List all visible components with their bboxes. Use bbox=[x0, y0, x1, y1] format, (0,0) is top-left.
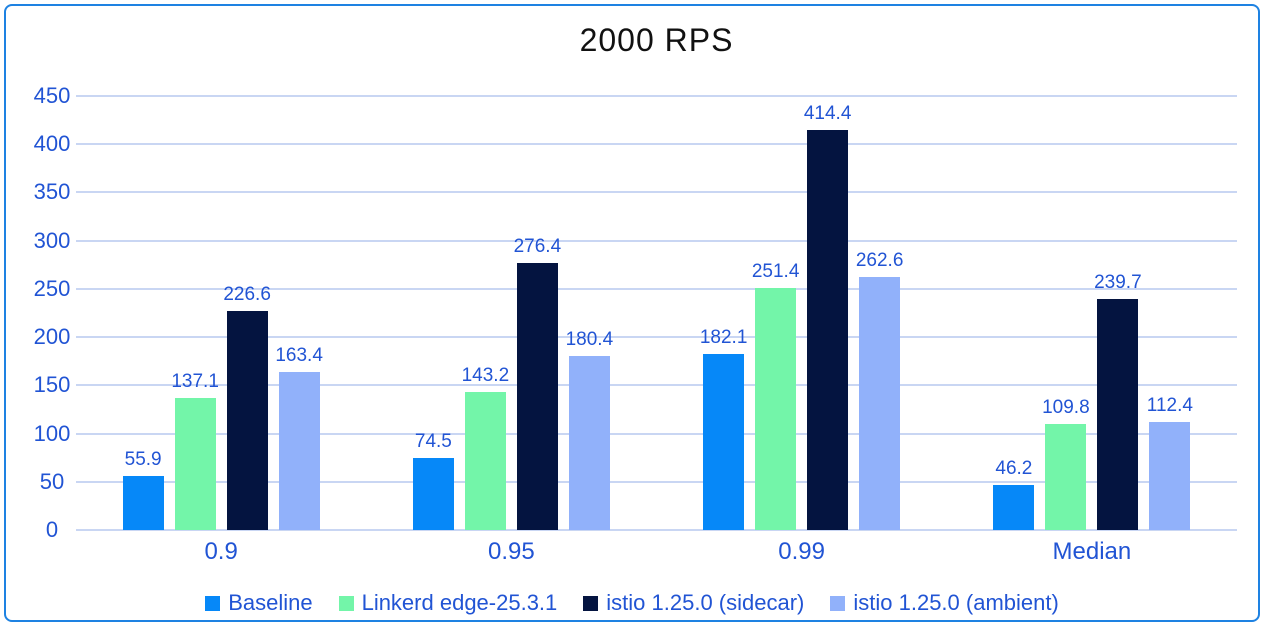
bar-linkerd-edge-25-3-1-0.9: 137.1 bbox=[171, 371, 219, 530]
bar-baseline-0.9: 55.9 bbox=[122, 449, 164, 530]
bar-value-label: 163.4 bbox=[275, 345, 323, 367]
legend-label: Baseline bbox=[228, 590, 313, 615]
bar-istio-1-25-0-sidecar--0.95: 276.4 bbox=[514, 236, 561, 530]
bar-value-label: 137.1 bbox=[171, 370, 219, 392]
y-tick-label-350: 350 bbox=[33, 179, 71, 205]
bar-value-label: 143.2 bbox=[461, 364, 510, 386]
gridline-50 bbox=[76, 480, 1237, 483]
bar-istio-1-25-0-ambient--0.95: 180.4 bbox=[566, 329, 613, 530]
plot-area: 55.9 137.1 226.6 163.4 74.5 143.2 276.4 180.4 18… bbox=[76, 96, 1237, 530]
x-category-label-0.9: 0.9 bbox=[204, 538, 238, 565]
legend-item-linkerd-edge-25-3-1: Linkerd edge-25.3.1 bbox=[338, 590, 558, 616]
bar-baseline-0.95: 74.5 bbox=[412, 431, 454, 530]
bar-value-label: 112.4 bbox=[1146, 394, 1193, 416]
y-tick-label-50: 50 bbox=[39, 468, 65, 494]
bar-group-0.95: 74.5 143.2 276.4 180.4 bbox=[366, 96, 656, 530]
gridline-400 bbox=[76, 143, 1237, 146]
legend-swatch-icon bbox=[583, 595, 599, 611]
bar-istio-1-25-0-sidecar--Median: 239.7 bbox=[1094, 272, 1142, 530]
bar-baseline-Median: 46.2 bbox=[993, 458, 1035, 530]
chart-title: 2000 RPS bbox=[579, 22, 734, 58]
x-category-label-0.99: 0.99 bbox=[778, 538, 825, 565]
legend-item-istio-1-25-0-sidecar-: istio 1.25.0 (sidecar) bbox=[583, 590, 804, 616]
bar-value-label: 414.4 bbox=[803, 103, 852, 125]
legend-swatch-icon bbox=[830, 595, 846, 611]
x-axis-labels: 0.9 0.95 0.99 Median bbox=[76, 538, 1237, 566]
bar-baseline-0.99: 182.1 bbox=[700, 327, 747, 530]
bar-istio-1-25-0-ambient--Median: 112.4 bbox=[1147, 395, 1193, 530]
bar-value-label: 180.4 bbox=[565, 329, 614, 351]
bar-value-label: 276.4 bbox=[513, 236, 562, 258]
y-tick-label-100: 100 bbox=[33, 420, 71, 446]
x-category-label-0.95: 0.95 bbox=[488, 538, 535, 565]
gridline-200 bbox=[76, 336, 1237, 339]
bar-istio-1-25-0-sidecar--0.99: 414.4 bbox=[804, 103, 851, 530]
legend-label: istio 1.25.0 (ambient) bbox=[853, 590, 1059, 615]
gridline-350 bbox=[76, 191, 1237, 194]
bar-value-label: 251.4 bbox=[751, 260, 800, 282]
y-tick-label-300: 300 bbox=[33, 227, 71, 253]
gridline-100 bbox=[76, 432, 1237, 435]
gridline-300 bbox=[76, 239, 1237, 242]
y-tick-label-150: 150 bbox=[33, 372, 71, 398]
legend-swatch-icon bbox=[338, 595, 354, 611]
gridline-450 bbox=[76, 95, 1237, 97]
y-tick-label-250: 250 bbox=[33, 275, 71, 301]
bar-value-label: 226.6 bbox=[223, 284, 271, 306]
bar-value-label: 74.5 bbox=[414, 431, 452, 453]
y-tick-label-450: 450 bbox=[33, 83, 71, 108]
legend-label: istio 1.25.0 (sidecar) bbox=[606, 590, 805, 615]
legend-item-istio-1-25-0-ambient-: istio 1.25.0 (ambient) bbox=[830, 590, 1059, 616]
bar-istio-1-25-0-sidecar--0.9: 226.6 bbox=[223, 284, 271, 530]
bar-value-label: 109.8 bbox=[1042, 397, 1090, 419]
legend-swatch-icon bbox=[205, 595, 221, 611]
gridline-0 bbox=[76, 529, 1237, 531]
bar-value-label: 262.6 bbox=[855, 249, 904, 271]
bar-linkerd-edge-25-3-1-0.99: 251.4 bbox=[752, 261, 799, 530]
y-tick-label-200: 200 bbox=[33, 324, 71, 350]
y-tick-label-400: 400 bbox=[33, 131, 71, 157]
bar-istio-1-25-0-ambient--0.9: 163.4 bbox=[275, 345, 323, 530]
gridline-250 bbox=[76, 287, 1237, 290]
legend: Baseline Linkerd edge-25.3.1 istio 1.25.0 … bbox=[0, 590, 1264, 616]
bar-linkerd-edge-25-3-1-Median: 109.8 bbox=[1042, 397, 1090, 530]
bar-group-Median: 46.2 109.8 239.7 112.4 bbox=[947, 96, 1237, 530]
bar-value-label: 239.7 bbox=[1094, 271, 1142, 293]
bar-value-label: 182.1 bbox=[699, 327, 748, 349]
x-category-label-Median: Median bbox=[1052, 538, 1132, 565]
bar-group-0.9: 55.9 137.1 226.6 163.4 bbox=[76, 96, 366, 530]
bar-linkerd-edge-25-3-1-0.95: 143.2 bbox=[462, 365, 509, 530]
legend-item-baseline: Baseline bbox=[205, 590, 313, 616]
y-tick-label-0: 0 bbox=[45, 517, 59, 542]
gridline-150 bbox=[76, 384, 1237, 387]
bar-value-label: 55.9 bbox=[124, 449, 162, 471]
bar-istio-1-25-0-ambient--0.99: 262.6 bbox=[856, 250, 903, 530]
legend-label: Linkerd edge-25.3.1 bbox=[361, 590, 558, 615]
bar-value-label: 46.2 bbox=[995, 458, 1033, 480]
bar-group-0.99: 182.1 251.4 414.4 262.6 bbox=[657, 96, 947, 530]
